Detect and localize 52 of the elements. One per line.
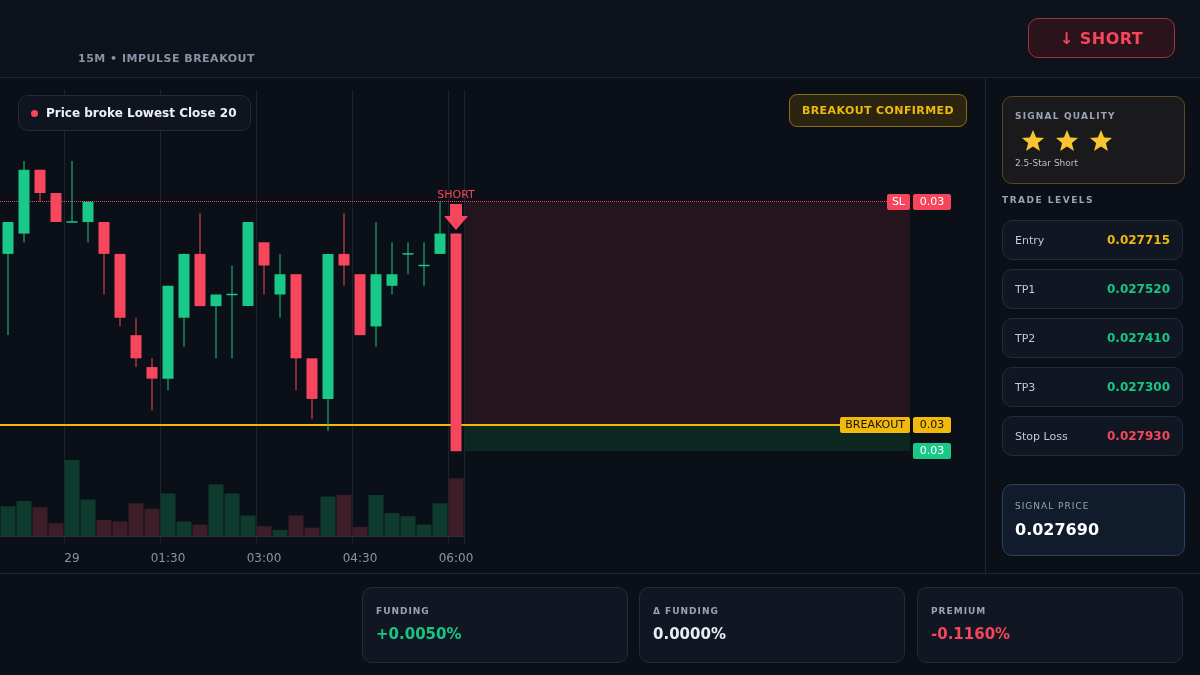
text: SIGNAL QUALITY <box>1015 111 1116 121</box>
x-tick-label: 01:30 <box>150 551 186 565</box>
text: BREAKOUT CONFIRMED <box>788 94 967 127</box>
text: 0.027410 <box>1106 331 1170 345</box>
candlestick <box>402 241 414 275</box>
ref-line-label: SL <box>886 193 910 210</box>
text: TP2 <box>1015 331 1036 345</box>
bar <box>256 526 272 536</box>
text: Price broke Lowest Close 20 <box>46 106 237 120</box>
text: Entry <box>1015 233 1045 247</box>
text: 0.027930 <box>1106 429 1170 443</box>
candlestick <box>82 201 94 243</box>
candlestick <box>258 241 270 296</box>
text: Stop Loss <box>1015 429 1068 443</box>
text: 0.027300 <box>1106 380 1170 394</box>
candlestick <box>146 357 158 412</box>
text: +0.0050% <box>376 625 462 643</box>
annotation: SHORT <box>436 187 476 201</box>
bar <box>192 524 208 536</box>
text: TP1 <box>1015 282 1036 296</box>
text: FUNDING <box>376 606 430 616</box>
candlestick <box>274 253 286 319</box>
x-tick-label: 29 <box>64 551 80 565</box>
candlestick <box>66 160 78 223</box>
chart-subtitle: 15M • IMPULSE BREAKOUT <box>78 52 255 65</box>
text: 0.0000% <box>653 625 726 643</box>
text: 0.027520 <box>1106 282 1170 296</box>
bar <box>320 496 336 536</box>
ref-line-label: BREAKOUT <box>840 417 910 434</box>
text: Δ FUNDING <box>653 606 719 616</box>
x-tick-label: 03:00 <box>246 551 282 565</box>
candlestick <box>338 212 350 287</box>
text: 0.03 <box>913 417 951 434</box>
candlestick <box>386 241 398 296</box>
text: 0.027690 <box>1015 520 1100 539</box>
text: TRADE LEVELS <box>1002 195 1094 205</box>
text: 2.5-Star Short <box>1015 158 1079 168</box>
candlestick <box>434 201 446 255</box>
x-tick-label: 04:30 <box>342 551 378 565</box>
x-tick-label: 06:00 <box>438 551 474 565</box>
text: 0.027715 <box>1106 233 1170 247</box>
text: SIGNAL PRICE <box>1015 501 1090 511</box>
text: -0.1160% <box>931 625 1011 643</box>
text: PREMIUM <box>931 606 987 616</box>
bar <box>448 478 464 536</box>
bar <box>272 529 288 536</box>
text: 0.03 <box>913 443 951 460</box>
text: ↓ SHORT <box>1028 18 1175 58</box>
candlestick <box>210 294 222 359</box>
text: 0.03 <box>913 193 951 210</box>
candlestick <box>130 317 142 368</box>
text: TP3 <box>1015 380 1036 394</box>
